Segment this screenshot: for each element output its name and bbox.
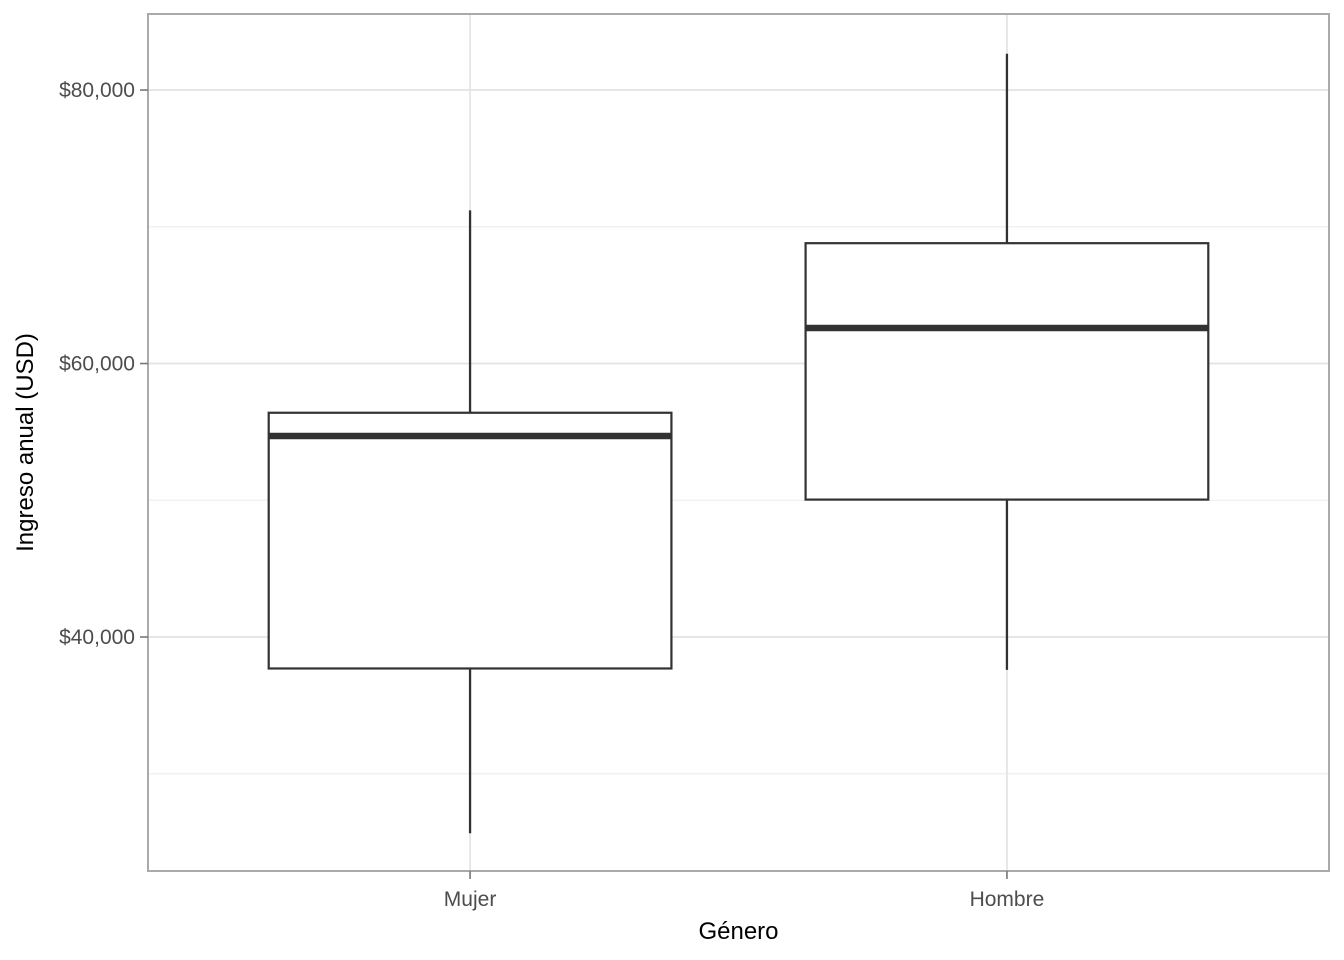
plot-panel: $40,000 $60,000 $80,000 Mujer Hombre — [59, 13, 1330, 911]
y-axis-title: Ingreso anual (USD) — [12, 333, 39, 552]
box-mujer — [267, 411, 673, 670]
panel-border — [147, 13, 1330, 872]
y-tick-label: $40,000 — [59, 626, 135, 649]
y-tick-label: $80,000 — [59, 79, 135, 102]
x-tick-label: Hombre — [970, 888, 1045, 911]
x-axis-title: Género — [698, 918, 778, 945]
y-tick-label: $60,000 — [59, 353, 135, 376]
box-hombre — [804, 242, 1210, 501]
x-tick-label: Mujer — [444, 888, 497, 911]
